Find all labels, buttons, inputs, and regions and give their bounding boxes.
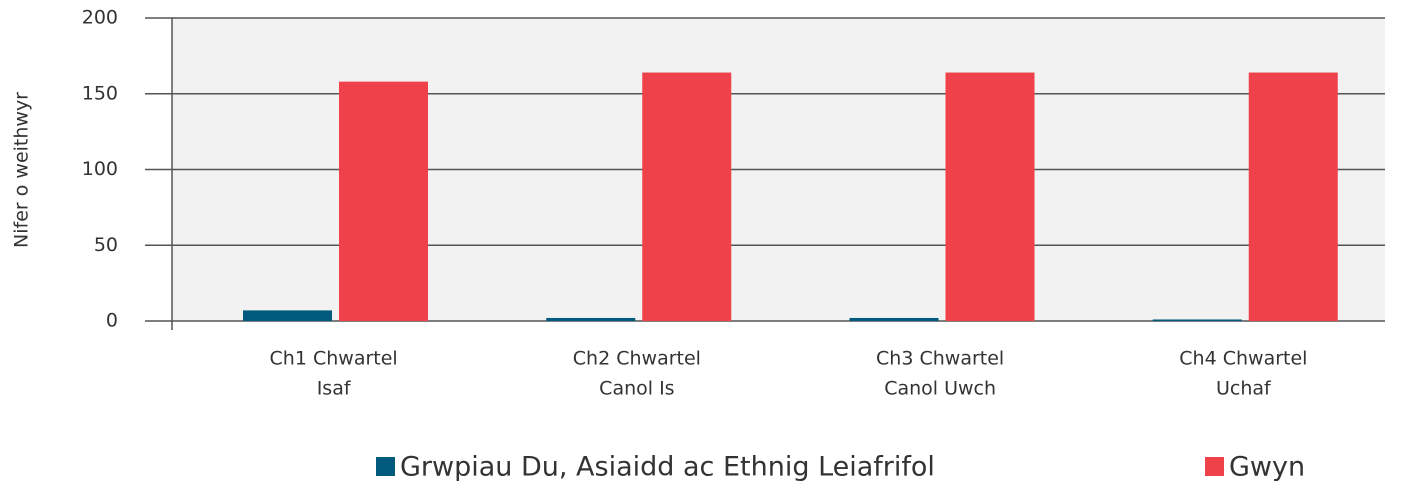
bar [642, 72, 732, 321]
y-tick-label: 200 [82, 7, 118, 29]
bar [1152, 319, 1242, 321]
legend-label: Gwyn [1229, 452, 1305, 483]
y-axis-label: Nifer o weithwyr [11, 92, 33, 248]
bar [243, 310, 332, 321]
x-tick-label: Ch2 Chwartel [573, 348, 701, 370]
y-tick-label: 50 [94, 234, 118, 256]
x-tick-label: Canol Is [599, 378, 674, 400]
y-tick-label: 100 [82, 158, 118, 180]
bar [546, 317, 636, 321]
bar [1248, 72, 1338, 321]
x-tick-label: Isaf [317, 378, 352, 400]
y-tick-label: 0 [106, 310, 118, 332]
x-tick-label: Ch3 Chwartel [876, 348, 1004, 370]
x-tick-label: Ch4 Chwartel [1179, 348, 1307, 370]
bar [945, 72, 1035, 321]
x-tick-label: Uchaf [1216, 378, 1272, 400]
bar [339, 81, 428, 321]
x-tick-label: Canol Uwch [884, 378, 996, 400]
legend-label: Grwpiau Du, Asiaidd ac Ethnig Leiafrifol [400, 452, 935, 483]
legend-swatch [376, 457, 395, 476]
x-tick-label: Ch1 Chwartel [270, 348, 398, 370]
legend-swatch [1205, 457, 1224, 476]
bar [849, 317, 939, 321]
y-tick-label: 150 [82, 82, 118, 104]
